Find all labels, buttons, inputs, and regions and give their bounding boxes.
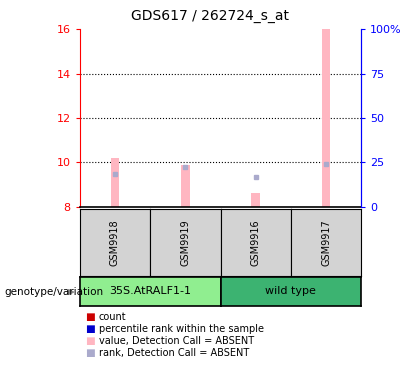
Bar xyxy=(252,194,260,207)
Text: GDS617 / 262724_s_at: GDS617 / 262724_s_at xyxy=(131,9,289,23)
Bar xyxy=(181,165,189,207)
Text: genotype/variation: genotype/variation xyxy=(4,287,103,297)
Text: percentile rank within the sample: percentile rank within the sample xyxy=(99,324,264,334)
Text: GSM9918: GSM9918 xyxy=(110,219,120,266)
Text: GSM9916: GSM9916 xyxy=(251,219,261,266)
Text: wild type: wild type xyxy=(265,286,316,296)
Text: value, Detection Call = ABSENT: value, Detection Call = ABSENT xyxy=(99,336,254,346)
Text: ■: ■ xyxy=(85,324,95,334)
Text: ■: ■ xyxy=(85,336,95,346)
Text: GSM9917: GSM9917 xyxy=(321,219,331,266)
Text: 35S.AtRALF1-1: 35S.AtRALF1-1 xyxy=(109,286,191,296)
Text: count: count xyxy=(99,311,126,322)
Text: ■: ■ xyxy=(85,311,95,322)
Text: ■: ■ xyxy=(85,348,95,358)
Text: GSM9919: GSM9919 xyxy=(180,219,190,266)
Text: rank, Detection Call = ABSENT: rank, Detection Call = ABSENT xyxy=(99,348,249,358)
Bar xyxy=(322,29,330,207)
Bar xyxy=(111,158,119,207)
